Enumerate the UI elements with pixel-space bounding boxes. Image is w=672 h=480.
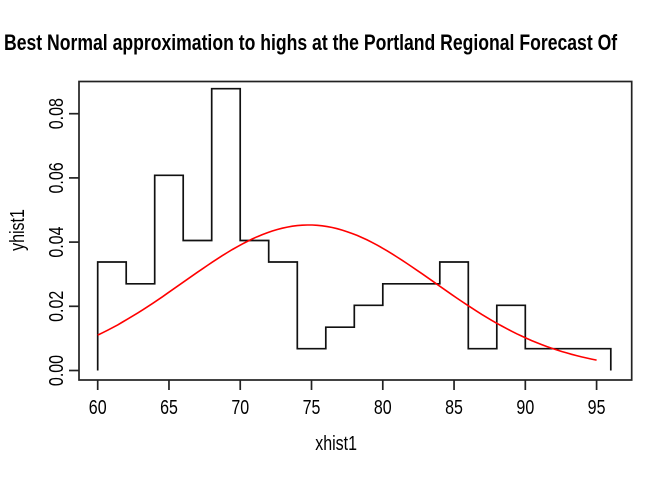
y-tick-label: 0.02 — [45, 291, 67, 322]
x-tick-label: 95 — [588, 396, 606, 418]
y-axis-title-row: yhist1 — [6, 204, 30, 256]
x-tick-label: 60 — [89, 396, 107, 418]
x-tick-label: 70 — [231, 396, 249, 418]
x-tick-label: 65 — [160, 396, 178, 418]
x-axis-title-row: xhist1 — [0, 432, 672, 456]
histogram-step-outline — [96, 87, 612, 371]
y-tick-label: 0.06 — [45, 162, 67, 193]
y-axis-label: yhist1 — [7, 209, 29, 251]
normal-curve — [97, 224, 597, 361]
y-tick-label: 0.00 — [45, 355, 67, 386]
plot-box — [78, 80, 633, 381]
x-tick-label: 85 — [445, 396, 463, 418]
chart-title-row: Best Normal approximation to highs at th… — [4, 31, 672, 55]
y-tick-label: 0.08 — [45, 98, 67, 129]
y-tick-label: 0.04 — [45, 227, 67, 258]
x-tick-label: 80 — [374, 396, 392, 418]
chart-title: Best Normal approximation to highs at th… — [4, 30, 618, 55]
x-tick-label: 75 — [303, 396, 321, 418]
x-axis-label: xhist1 — [315, 433, 357, 455]
x-tick-label: 90 — [516, 396, 534, 418]
